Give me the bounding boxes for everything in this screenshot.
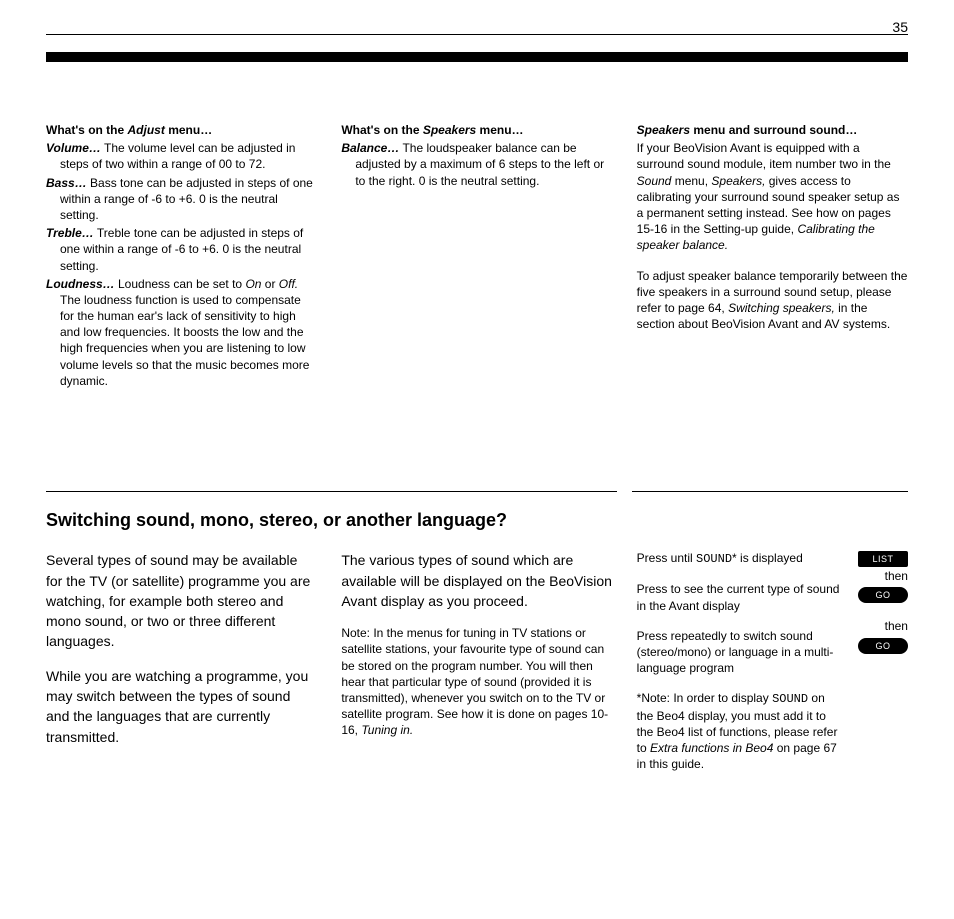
text: menu… [165,123,212,137]
section-title: Switching sound, mono, stereo, or anothe… [46,508,908,532]
then-label: then [850,568,908,584]
text-em: Speakers [423,123,476,137]
term: Volume… [46,141,101,155]
desc: Loudness can be set to [115,277,246,291]
remote-stack-2: then GO [850,618,908,654]
instr-1: Press until SOUND* is displayed [637,550,840,567]
rule-right [632,491,908,492]
lower-columns: Several types of sound may be available … [46,550,908,786]
p1: The various types of sound which are ava… [341,550,612,611]
em: Speakers, [711,174,765,188]
desc: Treble tone can be adjusted in steps of … [60,226,303,272]
adjust-heading: What's on the Adjust menu… [46,122,317,138]
then-label: then [850,618,908,634]
em: Sound [637,174,672,188]
text: menu… [476,123,523,137]
em: Extra functions in Beo4 [650,741,773,755]
em: Tuning in. [361,723,413,737]
def-loudness: Loudness… Loudness can be set to On or O… [60,276,317,389]
em: Switching speakers, [728,301,835,315]
term: Loudness… [46,277,115,291]
desc: The loudness function is used to compens… [60,293,309,388]
text-em: Adjust [128,123,165,137]
text: or [261,277,278,291]
def-treble: Treble… Treble tone can be adjusted in s… [60,225,317,274]
section-divider [46,491,908,492]
remote-column: LIST then GO then GO [850,550,908,786]
em: On [245,277,261,291]
instr-3: Press repeatedly to switch sound (stereo… [637,628,840,677]
surround-p2: To adjust speaker balance temporarily be… [637,268,908,333]
note: Note: In the menus for tuning in TV stat… [341,625,612,738]
text-em: Speakers [637,123,690,137]
term: Bass… [46,176,87,190]
text: menu, [671,174,711,188]
p2: While you are watching a programme, you … [46,666,317,747]
term: Treble… [46,226,94,240]
page-number: 35 [892,18,908,37]
col-speakers-menu: What's on the Speakers menu… Balance… Th… [341,122,612,391]
col-adjust-menu: What's on the Adjust menu… Volume… The v… [46,122,317,391]
def-volume: Volume… The volume level can be adjusted… [60,140,317,172]
instructions: Press until SOUND* is displayed Press to… [637,550,840,786]
def-bass: Bass… Bass tone can be adjusted in steps… [60,175,317,224]
remote-stack-1: LIST then GO [850,550,908,604]
desc: Bass tone can be adjusted in steps of on… [60,176,313,222]
text: What's on the [46,123,128,137]
col-surround-sound: Speakers menu and surround sound… If you… [637,122,908,391]
text: If your BeoVision Avant is equipped with… [637,141,891,171]
remote-go-button: GO [858,587,908,603]
header-black-bar [46,52,908,62]
lower-col2: The various types of sound which are ava… [341,550,612,786]
text: Press until [637,551,696,565]
rule-gap [617,491,633,492]
mono: SOUND [772,692,808,706]
text: * is displayed [732,551,803,565]
rule-left [46,491,617,492]
em: Off. [279,277,298,291]
def-balance: Balance… The loudspeaker balance can be … [355,140,612,189]
term: Balance… [341,141,399,155]
remote-list-button: LIST [858,551,908,567]
mono: SOUND [696,552,732,566]
lower-col3: Press until SOUND* is displayed Press to… [637,550,908,786]
top-rule [46,34,908,35]
surround-p1: If your BeoVision Avant is equipped with… [637,140,908,253]
speakers-heading: What's on the Speakers menu… [341,122,612,138]
text: *Note: In order to display [637,691,772,705]
lower-col1: Several types of sound may be available … [46,550,317,786]
text: What's on the [341,123,423,137]
p1: Several types of sound may be available … [46,550,317,651]
surround-heading: Speakers menu and surround sound… [637,122,908,138]
remote-go-button: GO [858,638,908,654]
instr-4: *Note: In order to display SOUND on the … [637,690,840,772]
text: Note: In the menus for tuning in TV stat… [341,626,608,737]
text: menu and surround sound… [690,123,857,137]
upper-columns: What's on the Adjust menu… Volume… The v… [46,122,908,391]
instr-2: Press to see the current type of sound i… [637,581,840,613]
